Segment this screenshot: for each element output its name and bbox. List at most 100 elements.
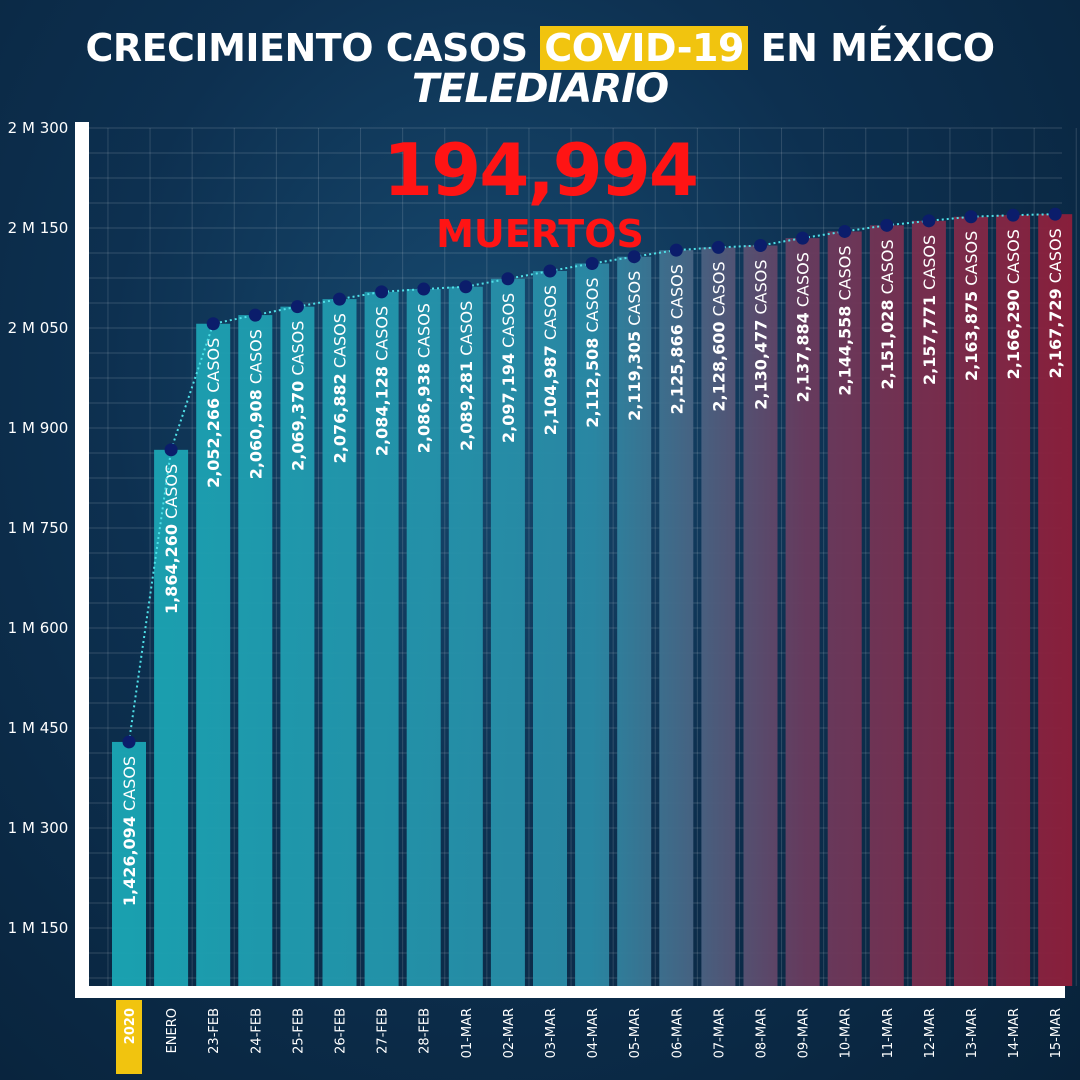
y-axis-labels: 1 M 150 1 M 300 1 M 450 1 M 600 1 M 750 1 M 9…: [8, 119, 69, 937]
bar: [406, 289, 441, 986]
brand-logo: TELEDIARIO: [411, 66, 669, 112]
data-point: [585, 256, 599, 270]
x-tick-label: 27-FEB: [376, 1008, 391, 1054]
bar: [996, 215, 1031, 986]
data-point: [164, 443, 178, 457]
bar: [238, 315, 273, 986]
bar: [743, 245, 778, 986]
bar: [911, 220, 946, 986]
x-tick-label: 08-MAR: [755, 1008, 770, 1058]
bar: [1038, 214, 1073, 986]
x-tick-label: 23-FEB: [207, 1008, 222, 1054]
y-tick-label: 1 M 600: [8, 619, 69, 637]
bar: [954, 216, 988, 986]
bar: [785, 238, 820, 987]
axes: [75, 122, 1065, 998]
x-tick-label: 09-MAR: [797, 1008, 812, 1058]
data-point: [754, 239, 767, 253]
x-tick-label: 24-FEB: [249, 1008, 264, 1054]
y-tick-label: 1 M 150: [8, 919, 69, 937]
value-label: 2,137,884 CASOS: [794, 252, 813, 402]
x-tick-label: 25-FEB: [291, 1008, 306, 1054]
x-tick-label: 06-MAR: [670, 1008, 685, 1058]
value-label: 2,166,290 CASOS: [1004, 229, 1023, 379]
bar: [154, 449, 189, 986]
bar: [869, 225, 904, 986]
y-tick-label: 1 M 900: [8, 419, 69, 437]
x-tick-label: 10-MAR: [839, 1008, 854, 1058]
value-label: 2,151,028 CASOS: [878, 239, 897, 389]
bar: [196, 323, 231, 986]
data-point: [1006, 208, 1020, 222]
value-label: 2,086,938 CASOS: [415, 303, 434, 453]
data-point: [669, 243, 683, 257]
x-tick-label: 26-FEB: [334, 1008, 349, 1054]
x-tick-label: 07-MAR: [712, 1008, 727, 1058]
data-point: [838, 224, 852, 238]
value-label: 2,089,281 CASOS: [457, 301, 476, 451]
deaths-count: 194,994: [383, 128, 699, 212]
value-label: 2,167,729 CASOS: [1046, 228, 1065, 378]
data-point: [417, 282, 431, 296]
value-label: 2,076,882 CASOS: [331, 313, 350, 463]
data-point: [880, 218, 894, 232]
y-tick-label: 1 M 300: [8, 819, 69, 837]
x-tick-label: 15-MAR: [1049, 1008, 1064, 1058]
value-label: 2,084,128 CASOS: [373, 306, 392, 456]
data-point: [1048, 207, 1062, 221]
bar: [490, 278, 525, 986]
x-axis-labels: 2020 ENERO 23-FEB 24-FEB 25-FEB 26-FEB 27-FEB 2…: [116, 1000, 1064, 1074]
value-label: 2,097,194 CASOS: [499, 293, 518, 443]
data-point: [922, 214, 936, 228]
y-tick-label: 1 M 750: [8, 519, 69, 537]
bar: [827, 231, 862, 986]
y-tick-label: 1 M 450: [8, 719, 69, 737]
x-tick-label: 2020: [123, 1008, 138, 1044]
x-tick-label: 02-MAR: [502, 1008, 517, 1058]
bar: [322, 299, 357, 986]
x-tick-label: 13-MAR: [965, 1008, 980, 1058]
data-point: [711, 240, 725, 254]
data-point: [122, 735, 136, 749]
x-tick-label: 28-FEB: [418, 1008, 433, 1054]
data-point: [459, 280, 473, 294]
x-tick-label: 11-MAR: [881, 1008, 896, 1058]
x-tick-label: 14-MAR: [1007, 1008, 1022, 1058]
title-highlight: COVID-19: [540, 26, 748, 70]
value-label: 2,052,266 CASOS: [204, 338, 223, 488]
value-label: 2,112,508 CASOS: [583, 277, 602, 427]
data-point: [248, 308, 262, 322]
chart-title: CRECIMIENTO CASOS COVID-19 EN MÉXICO: [85, 26, 995, 70]
value-label: 1,864,260 CASOS: [162, 464, 181, 614]
bar: [659, 250, 694, 986]
bar: [617, 256, 652, 986]
x-label-highlight: [116, 1000, 142, 1074]
value-label: 2,125,866 CASOS: [667, 264, 686, 414]
value-label: 2,119,305 CASOS: [625, 271, 644, 421]
value-label: 2,060,908 CASOS: [246, 329, 265, 479]
y-tick-label: 2 M 300: [8, 119, 69, 137]
data-point: [964, 210, 978, 224]
data-point: [290, 300, 304, 314]
bar: [280, 306, 315, 986]
bars: 1,426,094 CASOS 1,864,260 CASOS 2,052,266 …: [112, 214, 1073, 987]
x-tick-label: 03-MAR: [544, 1008, 559, 1058]
data-point: [206, 317, 220, 331]
data-point: [333, 292, 346, 306]
bar: [448, 286, 483, 986]
x-tick-label: 01-MAR: [460, 1008, 475, 1058]
bar: [701, 247, 736, 986]
bar: [575, 263, 610, 986]
value-label: 2,157,771 CASOS: [920, 235, 939, 385]
data-point: [796, 231, 810, 245]
bar: [364, 291, 399, 986]
x-tick-label: ENERO: [165, 1008, 180, 1053]
data-point: [375, 285, 389, 299]
bar: [533, 271, 567, 986]
value-label: 2,144,558 CASOS: [836, 245, 855, 395]
y-axis-line: [75, 122, 89, 996]
value-label: 1,426,094 CASOS: [120, 756, 139, 906]
trend-line: [122, 207, 1062, 749]
value-label: 2,163,875 CASOS: [962, 231, 981, 381]
